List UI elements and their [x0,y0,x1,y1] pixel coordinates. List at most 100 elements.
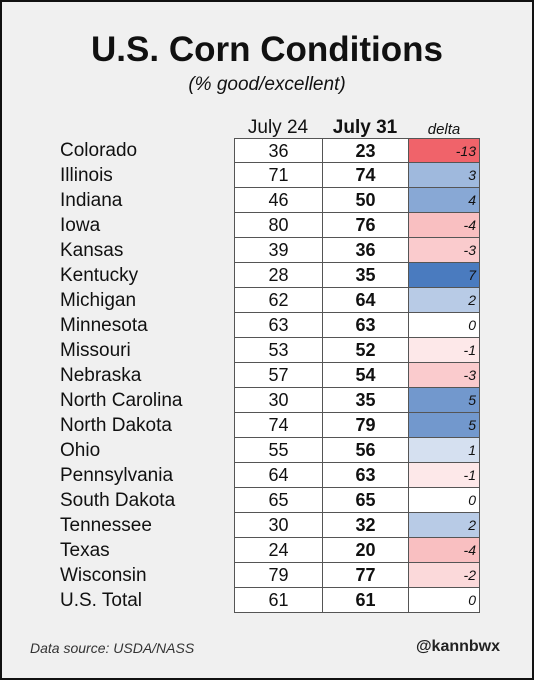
cell-july31: 79 [322,413,409,438]
cell-july31: 65 [322,488,409,513]
cell-delta: -1 [408,338,480,363]
cell-delta: 2 [408,513,480,538]
cell-july24: 36 [234,138,323,163]
cell-july24: 62 [234,288,323,313]
cell-july24: 74 [234,413,323,438]
table-row: Ohio 55 56 1 [2,438,532,463]
table-row: Minnesota 63 63 0 [2,313,532,338]
row-label-state: Colorado [60,140,138,161]
row-label-state: Kentucky [60,265,139,286]
cell-july24: 30 [234,388,323,413]
row-label-state: Indiana [60,190,123,211]
row-label-state: Missouri [60,340,131,361]
row-label-state: North Dakota [60,415,172,436]
table-row: North Dakota 74 79 5 [2,413,532,438]
cell-july24: 39 [234,238,323,263]
cell-july31: 52 [322,338,409,363]
cell-july24: 65 [234,488,323,513]
row-label-state: North Carolina [60,390,183,411]
cell-july31: 36 [322,238,409,263]
row-label-state: South Dakota [60,490,176,511]
row-label-state: Ohio [60,440,101,461]
cell-july24: 28 [234,263,323,288]
cell-july31: 32 [322,513,409,538]
table-row: Tennessee 30 32 2 [2,513,532,538]
row-label-state: Kansas [60,240,124,261]
row-label-state: U.S. Total [60,590,143,611]
column-header-july24: July 24 [247,117,309,138]
table-row: Illinois 71 74 3 [2,163,532,188]
cell-july24: 46 [234,188,323,213]
cell-july31: 35 [322,388,409,413]
cell-delta: 2 [408,288,480,313]
data-source-note: Data source: USDA/NASS [30,640,195,656]
cell-july31: 74 [322,163,409,188]
row-label-state: Illinois [60,165,113,186]
cell-july31: 35 [322,263,409,288]
row-label-state: Texas [60,540,110,561]
cell-july24: 55 [234,438,323,463]
cell-july24: 61 [234,588,323,613]
cell-july31: 56 [322,438,409,463]
cell-delta: -13 [408,138,480,163]
table-row: Colorado 36 23 -13 [2,138,532,163]
cell-delta: -3 [408,363,480,388]
cell-july24: 64 [234,463,323,488]
table-row: Kansas 39 36 -3 [2,238,532,263]
cell-delta: -1 [408,463,480,488]
table-row: Iowa 80 76 -4 [2,213,532,238]
cell-delta: 4 [408,188,480,213]
table-row: Nebraska 57 54 -3 [2,363,532,388]
row-label-state: Minnesota [60,315,148,336]
cell-july24: 71 [234,163,323,188]
column-header-delta: delta [427,121,461,138]
cell-delta: -3 [408,238,480,263]
cell-delta: 5 [408,388,480,413]
table-row: Michigan 62 64 2 [2,288,532,313]
table-row: Indiana 46 50 4 [2,188,532,213]
row-label-state: Michigan [60,290,137,311]
cell-delta: -4 [408,213,480,238]
cell-july31: 77 [322,563,409,588]
cell-july24: 24 [234,538,323,563]
table-row: South Dakota 65 65 0 [2,488,532,513]
row-label-state: Nebraska [60,365,142,386]
cell-delta: 7 [408,263,480,288]
cell-delta: 1 [408,438,480,463]
cell-july31: 63 [322,313,409,338]
cell-july31: 76 [322,213,409,238]
chart-title: U.S. Corn Conditions [91,30,443,69]
cell-july24: 63 [234,313,323,338]
cell-delta: 5 [408,413,480,438]
cell-delta: 3 [408,163,480,188]
table-row: North Carolina 30 35 5 [2,388,532,413]
cell-july24: 57 [234,363,323,388]
cell-july31: 64 [322,288,409,313]
table-row: U.S. Total 61 61 0 [2,588,532,613]
cell-delta: 0 [408,313,480,338]
cell-july24: 79 [234,563,323,588]
author-handle: @kannbwx [415,638,500,655]
table-row: Wisconsin 79 77 -2 [2,563,532,588]
row-label-state: Tennessee [60,515,152,536]
table-row: Pennsylvania 64 63 -1 [2,463,532,488]
cell-july31: 63 [322,463,409,488]
cell-july24: 80 [234,213,323,238]
table-row: Kentucky 28 35 7 [2,263,532,288]
row-label-state: Pennsylvania [60,465,174,486]
cell-july24: 53 [234,338,323,363]
cell-july31: 61 [322,588,409,613]
cell-delta: -2 [408,563,480,588]
cell-july31: 54 [322,363,409,388]
row-label-state: Wisconsin [60,565,147,586]
column-header-july31: July 31 [332,117,398,138]
cell-july31: 23 [322,138,409,163]
cell-delta: 0 [408,488,480,513]
cell-july31: 20 [322,538,409,563]
cell-delta: -4 [408,538,480,563]
cell-july24: 30 [234,513,323,538]
cell-july31: 50 [322,188,409,213]
cell-delta: 0 [408,588,480,613]
table-row: Texas 24 20 -4 [2,538,532,563]
